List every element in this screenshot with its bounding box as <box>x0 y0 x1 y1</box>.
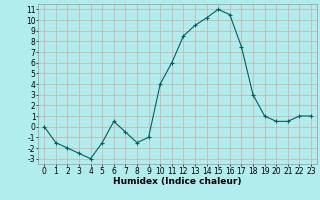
X-axis label: Humidex (Indice chaleur): Humidex (Indice chaleur) <box>113 177 242 186</box>
